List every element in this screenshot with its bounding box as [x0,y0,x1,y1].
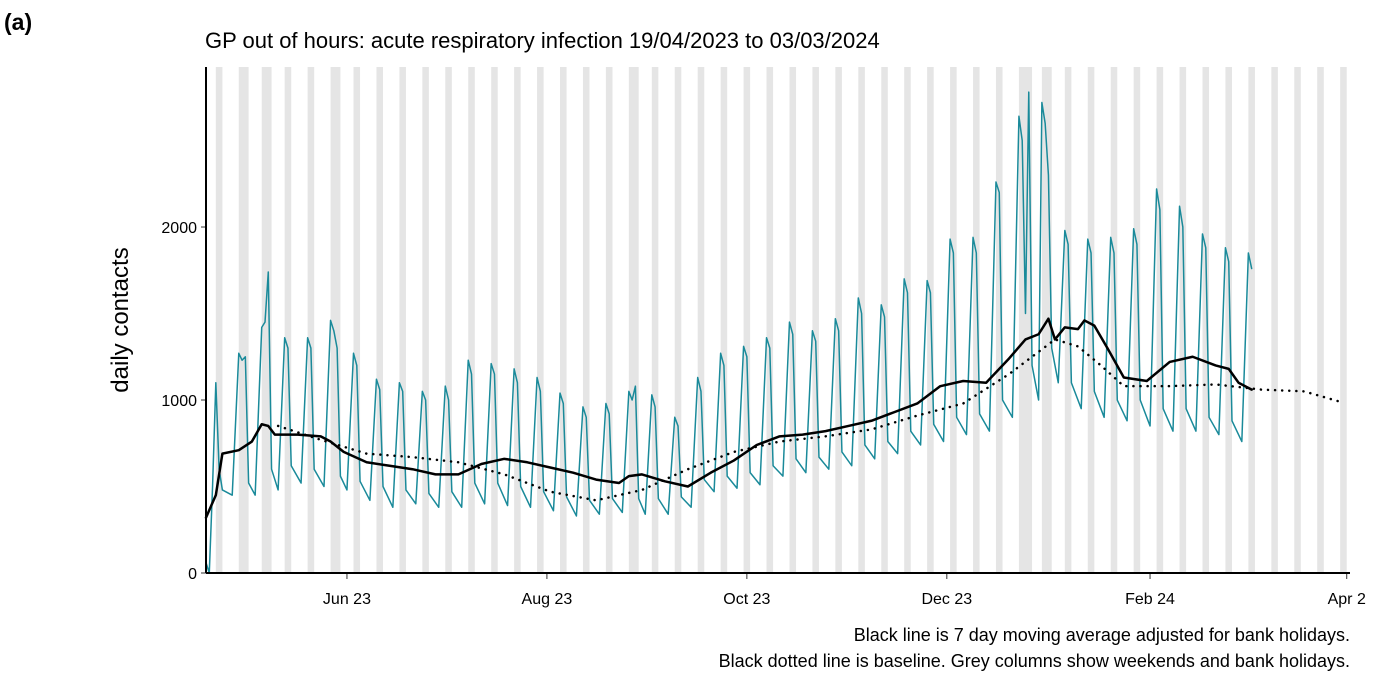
shaded-column [789,67,797,573]
shaded-column [468,67,475,573]
shaded-column [720,67,728,573]
shaded-column [399,67,406,573]
shaded-column [973,67,980,573]
shaded-column [605,67,613,573]
y-tick-label: 2000 [161,220,197,237]
shaded-column [491,67,498,573]
y-tick-label: 0 [188,566,197,583]
shaded-column [284,67,292,573]
x-tick-label: Apr 2 [1328,591,1366,608]
shaded-column [537,67,544,573]
x-tick-label: Feb 24 [1125,591,1175,608]
shaded-column [628,67,639,573]
baseline-line [276,338,1342,502]
panel-label: (a) [4,9,32,35]
shaded-column [445,67,452,573]
series-line [205,91,1253,574]
shaded-column [560,67,567,573]
y-axis-label: daily contacts [107,247,134,392]
shaded-column [1018,67,1033,573]
shaded-column [330,67,341,573]
shaded-column [1110,67,1118,573]
shaded-column [261,67,272,573]
shaded-column [376,67,384,573]
shaded-column [1225,67,1232,573]
shaded-column [1294,67,1301,573]
shaded-column [674,67,682,573]
shaded-column [1271,67,1278,573]
shaded-column [582,67,590,573]
note: Black line is 7 day moving average adjus… [854,625,1350,645]
shaded-column [422,67,429,573]
shaded-column [766,67,774,573]
shaded-column [353,67,361,573]
x-tick-label: Dec 23 [921,591,972,608]
shaded-column [1317,67,1324,573]
shaded-column [1156,67,1164,573]
series-line [204,317,1253,519]
shaded-column [1179,67,1187,573]
shaded-column [950,67,957,573]
shaded-column [307,67,315,573]
shaded-column [1133,67,1141,573]
shaded-column [812,67,819,573]
shaded-column [1202,67,1210,573]
note: Black dotted line is baseline. Grey colu… [719,651,1350,671]
shaded-column [743,67,751,573]
shaded-column [835,67,842,573]
shaded-column [1340,67,1347,573]
shaded-column [651,67,659,573]
x-tick-label: Jun 23 [323,591,371,608]
shaded-column [238,67,249,573]
shaded-column [1248,67,1255,573]
shaded-column [995,67,1003,573]
shaded-column [1064,67,1072,573]
shaded-column [697,67,705,573]
shaded-column [1087,67,1095,573]
chart-title: GP out of hours: acute respiratory infec… [205,28,880,53]
shaded-column [514,67,521,573]
shaded-column [215,67,223,573]
x-tick-label: Oct 23 [723,591,770,608]
x-tick-label: Aug 23 [522,591,573,608]
y-tick-label: 1000 [161,393,197,410]
